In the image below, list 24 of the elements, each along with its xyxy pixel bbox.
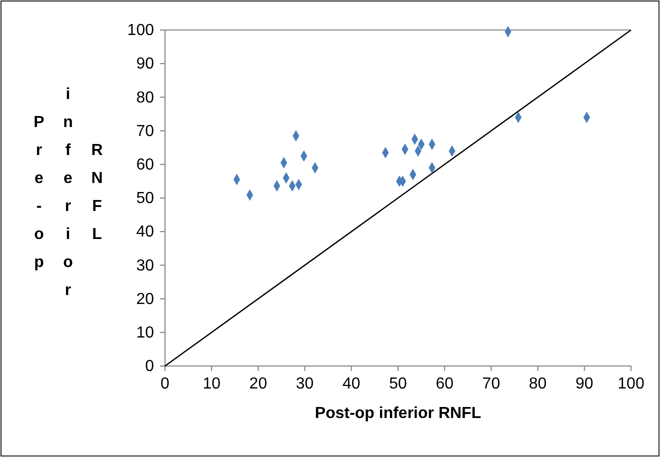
x-tick-label: 100 xyxy=(618,375,644,392)
y-tick-label: 30 xyxy=(136,257,154,274)
y-tick-label: 0 xyxy=(145,358,154,376)
y-tick-label: 20 xyxy=(136,290,154,308)
x-tick-label: 50 xyxy=(389,375,407,392)
y-tick-label: 80 xyxy=(136,89,154,106)
x-axis-title: Post-op inferior RNFL xyxy=(314,405,482,422)
x-tick-label: 0 xyxy=(160,375,170,392)
x-tick-label: 90 xyxy=(576,375,594,392)
y-tick-label: 70 xyxy=(136,122,154,140)
x-tick-label: 20 xyxy=(249,375,268,392)
y-tick-label: 90 xyxy=(136,56,154,73)
y-tick-label: 40 xyxy=(136,224,154,241)
x-tick-label: 60 xyxy=(436,375,454,392)
x-tick-label: 40 xyxy=(342,375,360,392)
x-tick-label: 80 xyxy=(528,375,547,392)
y-tick-label: 60 xyxy=(136,156,154,174)
y-tick-label: 50 xyxy=(136,190,154,208)
x-tick-label: 10 xyxy=(202,375,221,392)
y-tick-label: 10 xyxy=(136,324,154,342)
x-tick-label: 70 xyxy=(482,375,500,392)
y-axis-title: Pre-op inferior RNFL xyxy=(30,86,106,310)
x-tick-label: 30 xyxy=(296,375,314,392)
y-tick-label: 100 xyxy=(127,22,154,40)
